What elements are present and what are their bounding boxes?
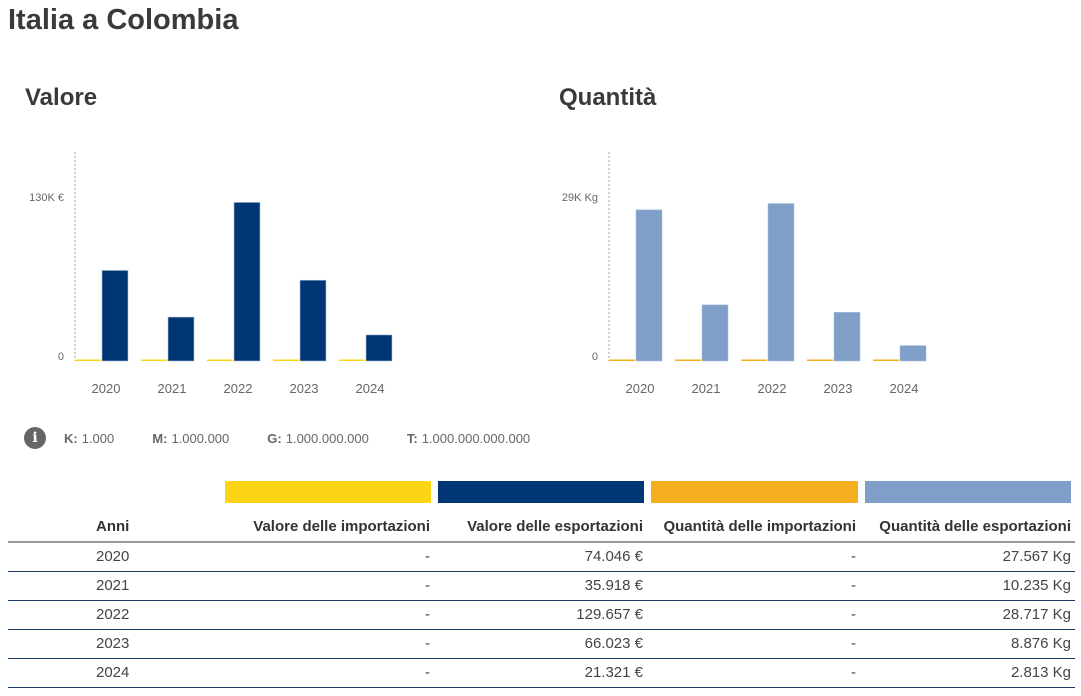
x-tick-label: 2024 — [356, 381, 385, 396]
x-tick-label: 2023 — [290, 381, 319, 396]
bar-import-2022[interactable] — [741, 359, 767, 362]
quantita-chart: 0 29K Kg 2020 2021 2022 2023 2024 — [562, 152, 927, 396]
unit-value: 1.000.000.000 — [285, 430, 369, 446]
bar-import-2020[interactable] — [609, 359, 635, 362]
page-title: Italia a Colombia — [8, 4, 239, 36]
unit-t: T: 1.000.000.000.000 — [407, 431, 530, 446]
x-tick-label: 2024 — [890, 381, 919, 396]
y-tick-label: 0 — [58, 351, 64, 363]
cell-export-quantity: 10.235 Kg — [860, 571, 1075, 601]
bar-import-2021[interactable] — [141, 359, 167, 362]
cell-year: 2024 — [8, 658, 216, 688]
header-import-value[interactable]: Valore delle importazioni — [216, 508, 434, 543]
x-tick-label: 2020 — [92, 381, 121, 396]
chart-title-valore: Valore — [25, 84, 98, 111]
bar-import-2023[interactable] — [807, 359, 833, 362]
cell-export-value: 129.657 € — [434, 600, 647, 630]
cell-import-value: - — [216, 658, 434, 688]
header-import-quantity[interactable]: Quantità delle importazioni — [647, 508, 860, 543]
unit-m: M: 1.000.000 — [152, 431, 229, 446]
cell-year: 2021 — [8, 571, 216, 601]
unit-value: 1.000.000.000.000 — [421, 430, 531, 446]
table-header-row: Anni Valore delle importazioni Valore de… — [8, 508, 1075, 543]
units-legend: i K: 1.000 M: 1.000.000 G: 1.000.000.000 T:… — [24, 427, 568, 449]
legend-swatch-import-value[interactable] — [225, 481, 431, 503]
bar-export-2021[interactable] — [167, 316, 195, 362]
bar-export-2023[interactable] — [299, 279, 327, 362]
cell-export-quantity: 2.813 Kg — [860, 658, 1075, 688]
bar-import-2024[interactable] — [339, 359, 365, 362]
table-row: 2020-74.046 € -27.567 Kg — [8, 542, 1075, 572]
cell-export-value: 66.023 € — [434, 629, 647, 659]
cell-year: 2020 — [8, 542, 216, 572]
bar-export-2020[interactable] — [635, 209, 663, 362]
bar-export-2021[interactable] — [701, 304, 729, 362]
table-row: 2023-66.023 € -8.876 Kg — [8, 629, 1075, 659]
cell-import-value: - — [216, 629, 434, 659]
unit-value: 1.000 — [81, 430, 115, 446]
cell-import-quantity: - — [647, 629, 860, 659]
cell-import-quantity: - — [647, 600, 860, 630]
header-anni[interactable]: Anni — [8, 508, 216, 543]
cell-import-value: - — [216, 542, 434, 572]
bar-import-2024[interactable] — [873, 359, 899, 362]
unit-key: M: — [152, 430, 168, 446]
x-tick-label: 2022 — [224, 381, 253, 396]
cell-import-value: - — [216, 571, 434, 601]
cell-export-quantity: 8.876 Kg — [860, 629, 1075, 659]
cell-export-value: 35.918 € — [434, 571, 647, 601]
table-row: 2022-129.657 € -28.717 Kg — [8, 600, 1075, 630]
x-tick-label: 2022 — [758, 381, 787, 396]
bar-export-2024[interactable] — [365, 334, 393, 362]
cell-export-value: 74.046 € — [434, 542, 647, 572]
cell-year: 2022 — [8, 600, 216, 630]
bar-export-2023[interactable] — [833, 312, 861, 362]
bar-import-2020[interactable] — [75, 359, 101, 362]
unit-key: K: — [64, 430, 78, 446]
legend-swatch-export-value[interactable] — [438, 481, 644, 503]
cell-export-quantity: 27.567 Kg — [860, 542, 1075, 572]
valore-chart: 0 130K € 2020 2021 2022 2023 2024 — [29, 152, 393, 396]
bar-import-2021[interactable] — [675, 359, 701, 362]
y-tick-label: 29K Kg — [562, 192, 598, 204]
y-tick-label: 0 — [592, 351, 598, 363]
bar-export-2020[interactable] — [101, 270, 129, 362]
cell-year: 2023 — [8, 629, 216, 659]
y-tick-label: 130K € — [29, 192, 64, 204]
unit-key: T: — [406, 430, 418, 446]
table-row: 2021-35.918 € -10.235 Kg — [8, 571, 1075, 601]
bar-import-2022[interactable] — [207, 359, 233, 362]
header-export-value[interactable]: Valore delle esportazioni — [434, 508, 647, 543]
unit-value: 1.000.000 — [171, 430, 230, 446]
bar-export-2022[interactable] — [233, 202, 261, 362]
x-tick-label: 2020 — [626, 381, 655, 396]
data-table: Anni Valore delle importazioni Valore de… — [8, 508, 1075, 688]
bar-export-2022[interactable] — [767, 203, 795, 362]
cell-export-value: 21.321 € — [434, 658, 647, 688]
info-icon[interactable]: i — [24, 427, 46, 449]
legend-swatch-export-quantity[interactable] — [865, 481, 1071, 503]
cell-import-quantity: - — [647, 542, 860, 572]
chart-title-quantita: Quantità — [559, 84, 657, 111]
x-tick-label: 2021 — [692, 381, 721, 396]
cell-import-value: - — [216, 600, 434, 630]
header-export-quantity[interactable]: Quantità delle esportazioni — [860, 508, 1075, 543]
x-tick-label: 2023 — [824, 381, 853, 396]
bar-import-2023[interactable] — [273, 359, 299, 362]
table-row: 2024-21.321 € -2.813 Kg — [8, 658, 1075, 688]
unit-key: G: — [267, 430, 282, 446]
cell-import-quantity: - — [647, 658, 860, 688]
cell-import-quantity: - — [647, 571, 860, 601]
legend-swatch-import-quantity[interactable] — [651, 481, 858, 503]
unit-k: K: 1.000 — [64, 431, 114, 446]
bar-export-2024[interactable] — [899, 345, 927, 362]
x-tick-label: 2021 — [158, 381, 187, 396]
unit-g: G: 1.000.000.000 — [267, 431, 369, 446]
cell-export-quantity: 28.717 Kg — [860, 600, 1075, 630]
